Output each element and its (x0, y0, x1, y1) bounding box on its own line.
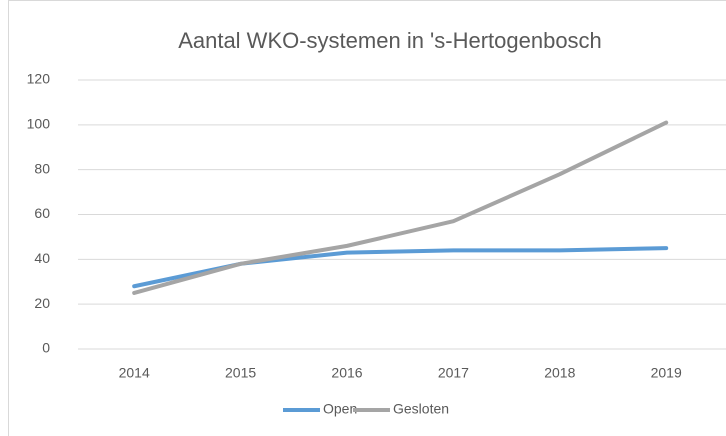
y-tick-label: 40 (34, 250, 50, 266)
x-tick-label: 2018 (544, 365, 575, 381)
y-tick-label: 0 (42, 340, 50, 356)
y-tick-label: 100 (27, 116, 51, 132)
line-series (132, 120, 669, 295)
x-tick-label: 2015 (225, 365, 256, 381)
x-tick-label: 2019 (651, 365, 682, 381)
x-tick-label: 2016 (331, 365, 362, 381)
y-tick-label: 80 (34, 160, 50, 176)
legend-label: Open (323, 401, 357, 417)
x-tick-label: 2017 (438, 365, 469, 381)
chart-title: Aantal WKO-systemen in 's-Hertogenbosch (178, 28, 602, 53)
y-tick-label: 60 (34, 205, 50, 221)
y-tick-label: 120 (27, 71, 51, 87)
x-tick-label: 2014 (119, 365, 150, 381)
chart-frame (8, 0, 726, 436)
legend-label: Gesloten (393, 401, 449, 417)
y-tick-label: 20 (34, 295, 50, 311)
